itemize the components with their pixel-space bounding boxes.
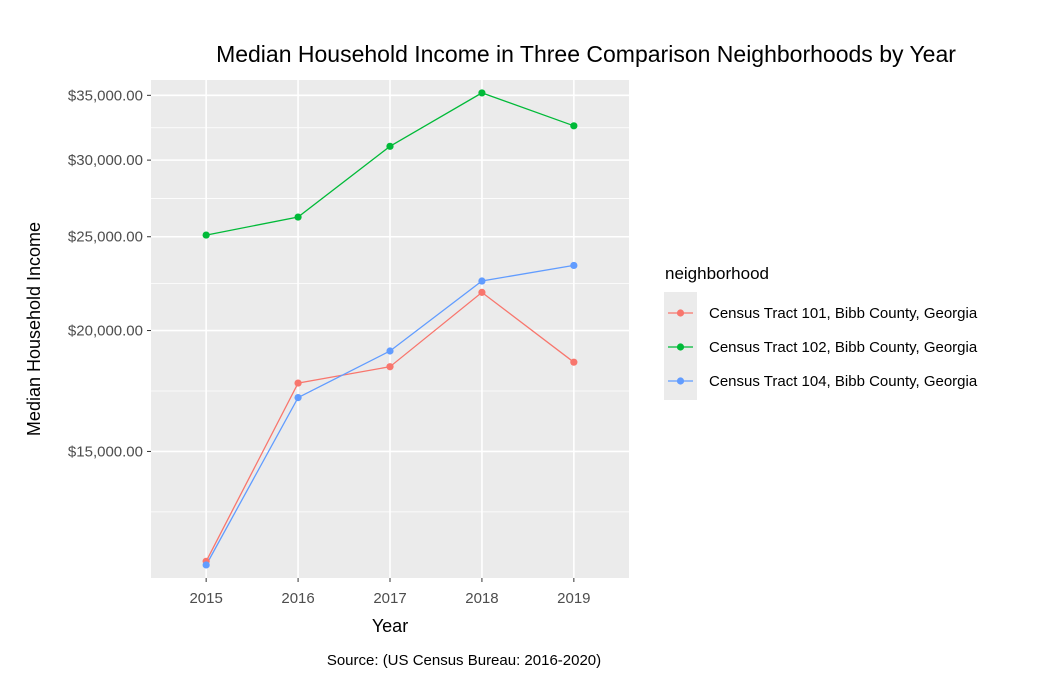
grid-major [151, 80, 629, 578]
data-point-series-3 [478, 277, 486, 285]
data-point-series-3 [294, 394, 302, 402]
y-tick-label: $15,000.00 [68, 443, 143, 460]
legend-key-point [676, 377, 685, 385]
data-point-series-1 [570, 358, 578, 366]
data-point-series-3 [386, 347, 394, 355]
x-axis-title: Year [372, 616, 408, 636]
legend-key-point [676, 343, 685, 351]
x-axis: 2015 2016 2017 2018 2019 [189, 578, 591, 607]
legend-label: Census Tract 102, Bibb County, Georgia [709, 339, 978, 356]
legend: neighborhood Census Tract 101, Bibb Coun… [664, 264, 978, 400]
legend-label: Census Tract 101, Bibb County, Georgia [709, 305, 978, 322]
x-tick-label: 2015 [189, 590, 222, 607]
data-point-series-1 [478, 288, 486, 296]
y-tick-label: $30,000.00 [68, 152, 143, 169]
series-points [202, 89, 578, 569]
chart-title: Median Household Income in Three Compari… [216, 41, 956, 67]
chart-caption: Source: (US Census Bureau: 2016-2020) [327, 652, 601, 669]
y-axis: $15,000.00 $20,000.00 $25,000.00 $30,000.00… [68, 87, 151, 460]
y-axis-title: Median Household Income [24, 222, 44, 436]
x-tick-label: 2019 [557, 590, 590, 607]
legend-key-point [676, 309, 685, 317]
data-point-series-2 [202, 231, 210, 239]
y-tick-label: $35,000.00 [68, 87, 143, 104]
x-tick-label: 2016 [281, 590, 314, 607]
x-tick-label: 2018 [465, 590, 498, 607]
data-point-series-2 [570, 122, 578, 130]
data-point-series-2 [478, 89, 486, 97]
x-tick-label: 2017 [373, 590, 406, 607]
data-point-series-2 [386, 142, 394, 150]
data-point-series-2 [294, 213, 302, 221]
data-point-series-1 [294, 379, 302, 387]
legend-title: neighborhood [665, 264, 769, 283]
y-tick-label: $20,000.00 [68, 323, 143, 340]
data-point-series-3 [570, 261, 578, 270]
y-tick-label: $25,000.00 [68, 229, 143, 246]
legend-label: Census Tract 104, Bibb County, Georgia [709, 373, 978, 390]
legend-items: Census Tract 101, Bibb County, Georgia Ce… [668, 305, 978, 390]
data-point-series-3 [202, 561, 210, 569]
data-point-series-1 [386, 363, 394, 371]
